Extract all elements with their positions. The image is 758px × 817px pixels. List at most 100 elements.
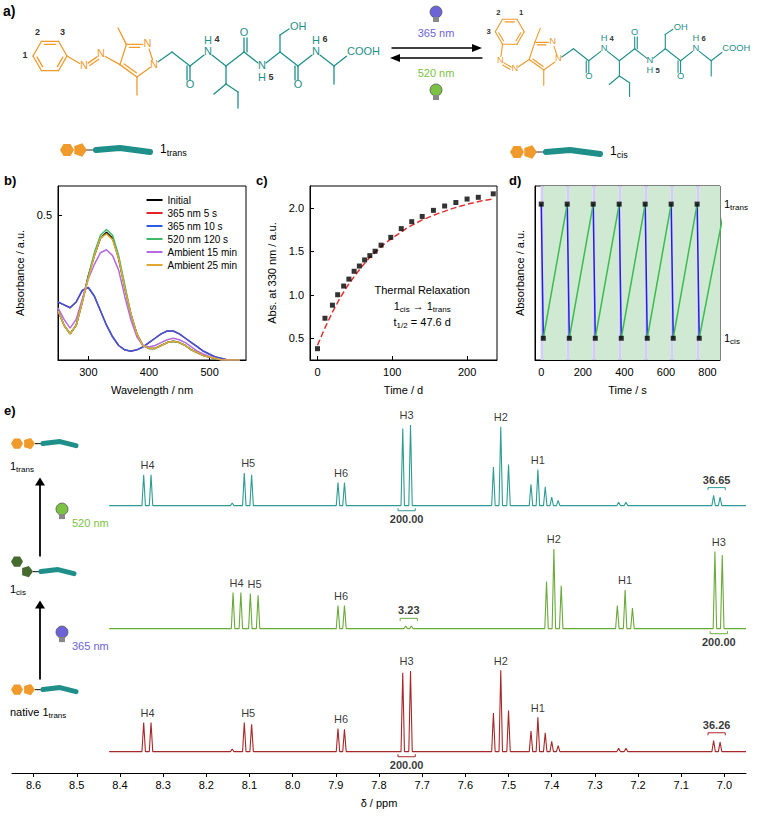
svg-text:1: 1 bbox=[22, 50, 27, 60]
svg-text:a): a) bbox=[3, 3, 15, 19]
svg-text:H1: H1 bbox=[618, 574, 632, 586]
svg-text:365 nm 5 s: 365 nm 5 s bbox=[168, 208, 217, 219]
svg-text:cis: cis bbox=[16, 588, 26, 597]
svg-text:H: H bbox=[258, 71, 266, 83]
svg-text:e): e) bbox=[4, 403, 16, 418]
svg-text:7.7: 7.7 bbox=[415, 779, 430, 791]
svg-text:7.2: 7.2 bbox=[630, 779, 645, 791]
svg-text:7.4: 7.4 bbox=[544, 779, 559, 791]
svg-text:520 nm: 520 nm bbox=[72, 517, 109, 529]
svg-text:8.5: 8.5 bbox=[69, 779, 84, 791]
svg-text:200.00: 200.00 bbox=[390, 513, 424, 525]
svg-text:1.0: 1.0 bbox=[289, 289, 304, 301]
svg-text:1trans: 1trans bbox=[160, 142, 187, 158]
svg-text:N: N bbox=[511, 64, 518, 74]
svg-text:cis: cis bbox=[400, 305, 410, 314]
svg-text:H: H bbox=[601, 34, 608, 44]
svg-text:36.26: 36.26 bbox=[703, 719, 731, 731]
svg-text:N: N bbox=[144, 37, 152, 49]
svg-text:Thermal: Thermal bbox=[375, 284, 415, 296]
svg-text:7.8: 7.8 bbox=[371, 779, 386, 791]
svg-text:365 nm: 365 nm bbox=[72, 640, 109, 652]
svg-text:Time / d: Time / d bbox=[384, 384, 423, 396]
svg-text:200.00: 200.00 bbox=[702, 636, 736, 648]
svg-text:365 nm 10 s: 365 nm 10 s bbox=[168, 221, 223, 232]
svg-text:OH: OH bbox=[674, 22, 688, 32]
svg-text:H: H bbox=[204, 34, 212, 46]
svg-text:Relaxation: Relaxation bbox=[418, 284, 470, 296]
svg-text:N: N bbox=[497, 55, 504, 65]
svg-text:trans: trans bbox=[730, 203, 748, 212]
svg-text:3: 3 bbox=[486, 27, 490, 36]
svg-text:Wavelength / nm: Wavelength / nm bbox=[111, 384, 193, 396]
svg-text:47.6: 47.6 bbox=[420, 316, 441, 328]
svg-text:520 nm 120 s: 520 nm 120 s bbox=[168, 234, 229, 245]
svg-text:H2: H2 bbox=[547, 533, 561, 545]
svg-text:0.5: 0.5 bbox=[289, 332, 304, 344]
svg-text:365 nm: 365 nm bbox=[418, 27, 455, 39]
svg-text:→: → bbox=[413, 300, 424, 312]
svg-text:0.5: 0.5 bbox=[37, 209, 52, 221]
svg-text:H4: H4 bbox=[141, 707, 155, 719]
svg-text:3.23: 3.23 bbox=[398, 604, 419, 616]
svg-text:200.00: 200.00 bbox=[390, 759, 424, 771]
svg-text:N: N bbox=[150, 58, 158, 70]
svg-text:1: 1 bbox=[519, 8, 524, 17]
svg-text:0: 0 bbox=[314, 366, 320, 378]
svg-text:300: 300 bbox=[79, 366, 97, 378]
svg-text:Absorbance / a.u.: Absorbance / a.u. bbox=[514, 230, 526, 316]
svg-text:8.4: 8.4 bbox=[112, 779, 127, 791]
svg-text:2: 2 bbox=[35, 28, 40, 38]
svg-text:8.0: 8.0 bbox=[285, 779, 300, 791]
svg-text:H6: H6 bbox=[334, 467, 348, 479]
svg-text:O: O bbox=[631, 27, 638, 37]
svg-text:H5: H5 bbox=[241, 457, 255, 469]
svg-text:d): d) bbox=[509, 173, 521, 188]
svg-text:5: 5 bbox=[268, 72, 273, 82]
svg-text:Abs. at 330 nm / a.u.: Abs. at 330 nm / a.u. bbox=[266, 222, 278, 324]
svg-text:N: N bbox=[97, 47, 105, 59]
svg-text:Ambient 15 min: Ambient 15 min bbox=[168, 247, 237, 258]
svg-text:6: 6 bbox=[322, 34, 327, 44]
svg-text:520 nm: 520 nm bbox=[418, 67, 455, 79]
svg-text:Ambient 25 min: Ambient 25 min bbox=[168, 260, 237, 271]
svg-text:H: H bbox=[647, 65, 654, 75]
svg-text:O: O bbox=[186, 78, 195, 90]
svg-text:200: 200 bbox=[574, 366, 592, 378]
svg-text:7.0: 7.0 bbox=[717, 779, 732, 791]
svg-text:H6: H6 bbox=[334, 590, 348, 602]
svg-text:H2: H2 bbox=[494, 655, 508, 667]
svg-text:N: N bbox=[693, 43, 700, 53]
svg-text:800: 800 bbox=[698, 366, 716, 378]
svg-text:N: N bbox=[80, 59, 88, 71]
svg-text:N: N bbox=[601, 43, 608, 53]
svg-text:H1: H1 bbox=[531, 702, 545, 714]
svg-text:N: N bbox=[258, 59, 266, 71]
svg-text:100: 100 bbox=[383, 366, 401, 378]
svg-text:36.65: 36.65 bbox=[703, 474, 731, 486]
svg-text:H4: H4 bbox=[229, 577, 243, 589]
svg-text:8.2: 8.2 bbox=[199, 779, 214, 791]
svg-text:N: N bbox=[555, 54, 562, 64]
svg-text:1cis: 1cis bbox=[610, 144, 628, 160]
svg-text:d: d bbox=[445, 316, 451, 328]
svg-text:1.5: 1.5 bbox=[289, 245, 304, 257]
svg-text:H4: H4 bbox=[141, 459, 155, 471]
svg-text:7.3: 7.3 bbox=[587, 779, 602, 791]
svg-text:8.1: 8.1 bbox=[242, 779, 257, 791]
svg-text:3: 3 bbox=[60, 28, 65, 38]
svg-text:H1: H1 bbox=[531, 454, 545, 466]
svg-text:Time / s: Time / s bbox=[608, 384, 647, 396]
svg-text:7.9: 7.9 bbox=[328, 779, 343, 791]
svg-text:7.1: 7.1 bbox=[674, 779, 689, 791]
svg-text:b): b) bbox=[4, 173, 16, 188]
svg-text:400: 400 bbox=[615, 366, 633, 378]
svg-text:δ / ppm: δ / ppm bbox=[361, 797, 398, 809]
svg-text:Absorbance / a.u.: Absorbance / a.u. bbox=[14, 230, 26, 316]
svg-text:8.3: 8.3 bbox=[155, 779, 170, 791]
svg-text:400: 400 bbox=[140, 366, 158, 378]
svg-text:trans: trans bbox=[16, 465, 34, 474]
svg-text:c): c) bbox=[256, 173, 268, 188]
svg-text:H5: H5 bbox=[241, 707, 255, 719]
svg-text:O: O bbox=[240, 26, 249, 38]
